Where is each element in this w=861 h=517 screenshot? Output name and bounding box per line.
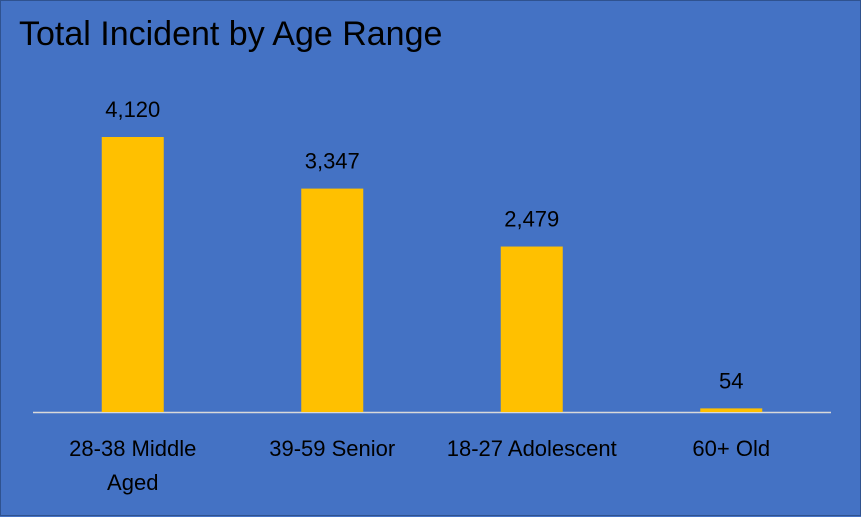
category-label-4: 60+ Old: [692, 436, 770, 461]
category-label-3: 18-27 Adolescent: [447, 436, 617, 461]
bar-1: [101, 137, 164, 412]
bar-2: [301, 188, 364, 412]
chart-title: Total Incident by Age Range: [19, 15, 443, 53]
category-label-1: 28-38 Middle Aged: [69, 436, 196, 495]
data-label-1: 4,120: [105, 97, 160, 122]
data-label-3: 2,479: [504, 207, 559, 232]
bar-3: [500, 246, 563, 412]
data-label-2: 3,347: [305, 149, 360, 174]
category-label-2: 39-59 Senior: [269, 436, 395, 461]
data-label-4: 54: [719, 368, 743, 393]
bar-4: [700, 408, 763, 412]
